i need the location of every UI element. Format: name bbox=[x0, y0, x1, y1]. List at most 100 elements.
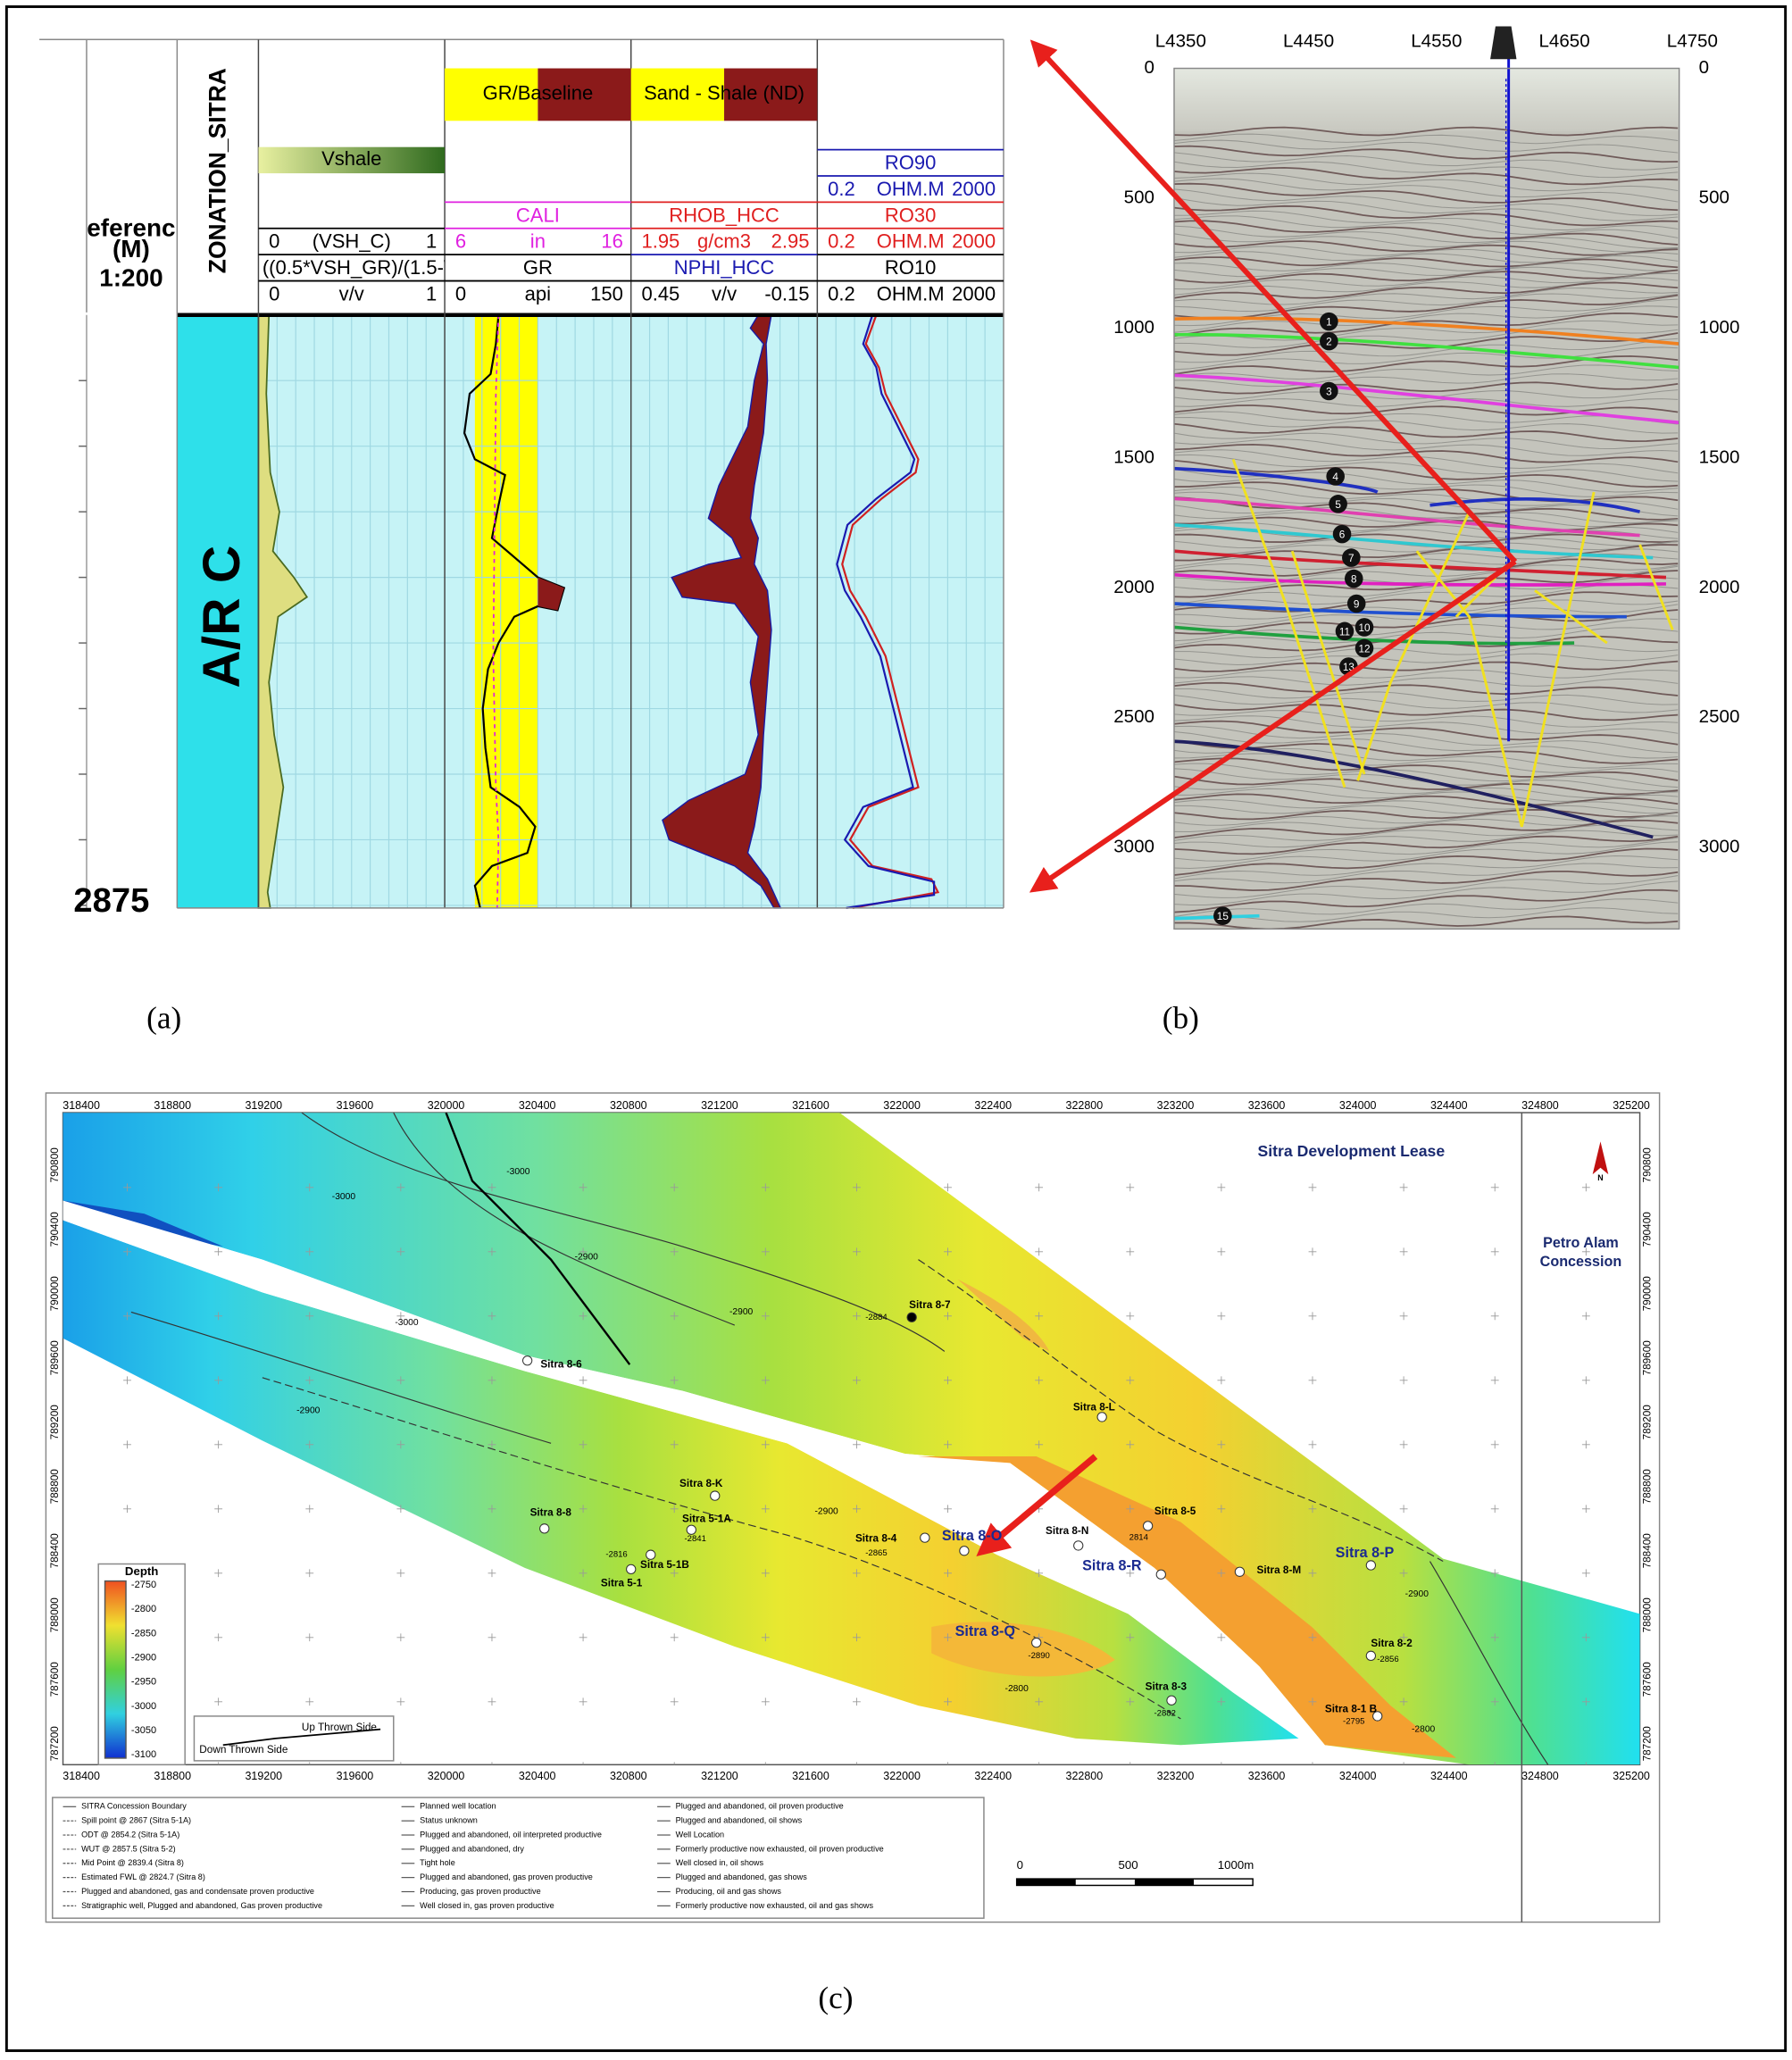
grid-cross bbox=[761, 1569, 770, 1578]
grid-cross bbox=[305, 1247, 314, 1256]
reflector bbox=[1173, 627, 1679, 646]
reflector bbox=[1173, 328, 1679, 348]
horizon-marker bbox=[1320, 381, 1338, 401]
x-tick-label: 324800 bbox=[1521, 1770, 1559, 1782]
grid-cross bbox=[214, 1505, 223, 1514]
fault bbox=[1534, 589, 1608, 645]
reflector bbox=[1173, 824, 1679, 841]
track-row: 1.95 bbox=[641, 230, 679, 253]
reflector bbox=[1173, 799, 1679, 811]
grid-cross bbox=[123, 1505, 131, 1514]
grid-cross bbox=[761, 1633, 770, 1642]
grid-cross bbox=[1126, 1247, 1135, 1256]
well-marker bbox=[1365, 1650, 1377, 1661]
well-depth: -2816 bbox=[605, 1550, 627, 1560]
reflector bbox=[1173, 139, 1679, 154]
reflector bbox=[1173, 505, 1679, 524]
grid-cross bbox=[944, 1183, 952, 1192]
grid-cross bbox=[1490, 1247, 1499, 1256]
well-label: Sitra 8-1 B bbox=[1325, 1704, 1377, 1715]
depth-colorbar bbox=[104, 1580, 127, 1759]
well-label: Sitra 8-P bbox=[1336, 1545, 1395, 1561]
grid-cross bbox=[1399, 1376, 1408, 1385]
contours bbox=[130, 1113, 1549, 1765]
reflector bbox=[1173, 416, 1679, 434]
grid-cross bbox=[579, 1633, 588, 1642]
caption: (a) bbox=[146, 1000, 181, 1035]
grid-cross bbox=[1581, 1440, 1590, 1449]
reflector bbox=[1173, 266, 1679, 278]
horizon-marker-label: 7 bbox=[1348, 553, 1354, 564]
horizon-marker bbox=[1346, 594, 1366, 613]
well-label: Sitra 8-8 bbox=[530, 1506, 572, 1518]
well-label: Sitra 8-O bbox=[942, 1528, 1002, 1544]
legend-item: Plugged and abandoned, dry bbox=[420, 1844, 524, 1853]
deep-zone bbox=[63, 1200, 223, 1247]
track-row: 0.45 bbox=[641, 283, 679, 305]
y-tick-label: 790800 bbox=[49, 1147, 61, 1183]
horizon-marker-label: 5 bbox=[1335, 499, 1341, 511]
reflector bbox=[1173, 389, 1679, 401]
legend-item: Well Location bbox=[676, 1830, 724, 1839]
grid-cross bbox=[1399, 1183, 1408, 1192]
legend-item: Formerly productive now exhausted, oil a… bbox=[676, 1901, 874, 1910]
well-label: Sitra 8-Q bbox=[955, 1623, 1015, 1639]
grid-cross bbox=[1035, 1312, 1044, 1321]
title-box bbox=[724, 68, 818, 121]
reflector bbox=[1173, 305, 1679, 333]
reflector bbox=[1173, 669, 1679, 679]
scale-bar-segment bbox=[1016, 1879, 1076, 1886]
legend-box bbox=[52, 1797, 985, 1919]
x-tick-label: 322400 bbox=[974, 1099, 1012, 1112]
horizon-marker bbox=[1354, 638, 1374, 658]
faults bbox=[1231, 458, 1674, 828]
reflector bbox=[1173, 676, 1679, 687]
horizon-marker bbox=[1354, 618, 1374, 637]
x-tick-label: 324400 bbox=[1430, 1099, 1468, 1112]
reflector bbox=[1173, 233, 1679, 253]
grid-cross bbox=[579, 1247, 588, 1256]
reflector bbox=[1173, 449, 1679, 474]
grid-cross bbox=[853, 1247, 861, 1256]
grid-cross bbox=[1581, 1569, 1590, 1578]
map-title: Sitra Development Lease bbox=[1258, 1142, 1446, 1160]
x-tick-label: 322000 bbox=[883, 1099, 921, 1112]
reflector bbox=[1173, 653, 1679, 665]
reflector bbox=[1173, 225, 1679, 249]
grid-cross bbox=[761, 1505, 770, 1514]
grid-cross bbox=[670, 1376, 679, 1385]
y-tick-label: 787600 bbox=[49, 1662, 61, 1697]
legend-item: SITRA Concession Boundary bbox=[81, 1802, 187, 1811]
rig-icon bbox=[1490, 26, 1517, 60]
fault bbox=[1638, 544, 1674, 630]
contour-label: -2900 bbox=[814, 1506, 838, 1516]
reflector bbox=[1173, 251, 1679, 263]
grid-cross bbox=[670, 1183, 679, 1192]
y-tick-label: 787200 bbox=[49, 1726, 61, 1762]
well-marker bbox=[710, 1490, 721, 1501]
grid-cross bbox=[670, 1569, 679, 1578]
grid-cross bbox=[488, 1569, 496, 1578]
x-tick-label: 322400 bbox=[974, 1770, 1012, 1782]
grid-cross bbox=[1581, 1312, 1590, 1321]
x-tick-label: 319600 bbox=[337, 1770, 374, 1782]
panel-a bbox=[39, 38, 1004, 909]
reflector bbox=[1173, 695, 1679, 713]
well-label: Sitra 8-6 bbox=[540, 1358, 582, 1370]
grid-cross bbox=[488, 1505, 496, 1514]
grid-cross bbox=[764, 1762, 766, 1765]
reflector bbox=[1173, 739, 1679, 764]
legend-label: -2950 bbox=[131, 1677, 156, 1688]
reflector bbox=[1173, 888, 1679, 913]
depth-header: eferenc bbox=[87, 214, 175, 242]
legend-item: Plugged and abandoned, gas and condensat… bbox=[81, 1887, 314, 1896]
x-tick-label: 320000 bbox=[428, 1099, 465, 1112]
reflector bbox=[1173, 126, 1679, 137]
reflector bbox=[1173, 332, 1679, 356]
title-box bbox=[445, 68, 538, 121]
grid-cross bbox=[670, 1697, 679, 1706]
grid-cross bbox=[1308, 1633, 1317, 1642]
reflector bbox=[1173, 381, 1679, 395]
grid-cross bbox=[1217, 1569, 1226, 1578]
